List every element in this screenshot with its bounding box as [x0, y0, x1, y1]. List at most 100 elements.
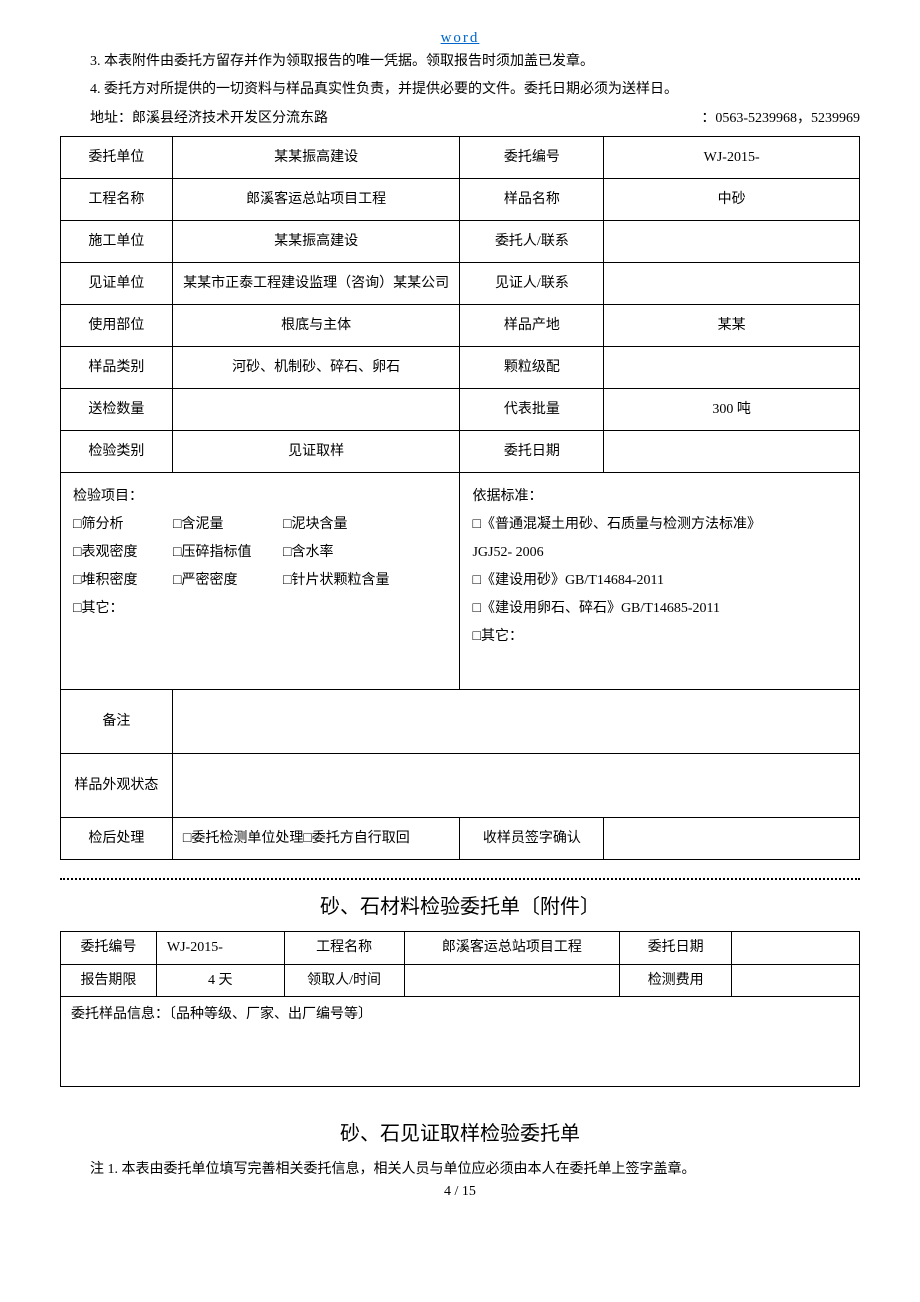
label-cell: 委托单位: [61, 137, 173, 179]
value-cell: [604, 263, 860, 305]
post-value: □委托检测单位处理□委托方自行取回: [172, 818, 460, 860]
appearance-row: 样品外观状态: [61, 754, 860, 818]
check-item: □严密密度: [173, 567, 283, 595]
table-row: 送检数量 代表批量 300 吨: [61, 389, 860, 431]
std-item: □《建设用卵石、碎石》GB/T14685-2011: [472, 595, 847, 623]
value-cell: 郎溪客运总站项目工程: [404, 932, 620, 965]
bottom-note-1: 注 1. 本表由委托单位填写完善相关委托信息，相关人员与单位应必须由本人在委托单…: [60, 1158, 860, 1178]
post-label: 检后处理: [61, 818, 173, 860]
value-cell: WJ-2015-: [604, 137, 860, 179]
label-cell: 样品名称: [460, 179, 604, 221]
label-cell: 送检数量: [61, 389, 173, 431]
check-items-cell: 检验项目： □筛分析 □含泥量 □泥块含量 □表观密度 □压碎指标值 □含水率 …: [61, 473, 460, 690]
label-cell: 样品产地: [460, 305, 604, 347]
sample-info-cell: 委托样品信息：〔品种等级、厂家、出厂编号等〕: [61, 997, 860, 1087]
attachment-title: 砂、石材料检验委托单〔附件〕: [60, 890, 860, 919]
check-item: □堆积密度: [73, 567, 173, 595]
label-cell: 工程名称: [61, 179, 173, 221]
receiver-label: 收样员签字确认: [460, 818, 604, 860]
label-cell: 颗粒级配: [460, 347, 604, 389]
phone-value: 0563-5239968，5239969: [715, 111, 860, 126]
std-item: JGJ52- 2006: [472, 539, 847, 567]
std-item: □《建设用砂》GB/T14684-2011: [472, 567, 847, 595]
table-row: 委托单位 某某振高建设 委托编号 WJ-2015-: [61, 137, 860, 179]
std-item: □其它：: [472, 623, 847, 651]
label-cell: 委托编号: [61, 932, 157, 965]
header-link: word: [60, 30, 860, 47]
check-standards-row: 检验项目： □筛分析 □含泥量 □泥块含量 □表观密度 □压碎指标值 □含水率 …: [61, 473, 860, 690]
appearance-label: 样品外观状态: [61, 754, 173, 818]
attachment-table: 委托编号 WJ-2015- 工程名称 郎溪客运总站项目工程 委托日期 报告期限 …: [60, 931, 860, 1087]
value-cell: 见证取样: [172, 431, 460, 473]
label-cell: 使用部位: [61, 305, 173, 347]
label-cell: 检测费用: [620, 964, 732, 997]
post-row: 检后处理 □委托检测单位处理□委托方自行取回 收样员签字确认: [61, 818, 860, 860]
value-cell: 某某市正泰工程建设监理（咨询）某某公司: [172, 263, 460, 305]
check-item: □泥块含量: [283, 511, 433, 539]
value-cell: 根底与主体: [172, 305, 460, 347]
check-item: □压碎指标值: [173, 539, 283, 567]
table-row: 委托编号 WJ-2015- 工程名称 郎溪客运总站项目工程 委托日期: [61, 932, 860, 965]
tear-line: [60, 878, 860, 880]
value-cell: 某某: [604, 305, 860, 347]
label-cell: 样品类别: [61, 347, 173, 389]
table-row: 见证单位 某某市正泰工程建设监理（咨询）某某公司 见证人/联系: [61, 263, 860, 305]
label-cell: 委托人/联系: [460, 221, 604, 263]
label-cell: 代表批量: [460, 389, 604, 431]
value-cell: [604, 221, 860, 263]
note-4: 4. 委托方对所提供的一切资料与样品真实性负责，并提供必要的文件。委托日期必须为…: [60, 79, 860, 101]
value-cell: 某某振高建设: [172, 221, 460, 263]
label-cell: 检验类别: [61, 431, 173, 473]
check-item: □针片状颗粒含量: [283, 567, 433, 595]
table-row: 工程名称 郎溪客运总站项目工程 样品名称 中砂: [61, 179, 860, 221]
address-row: 地址：郎溪县经济技术开发区分流东路 ：0563-5239968，5239969: [60, 108, 860, 130]
check-item: □其它：: [73, 595, 173, 623]
bottom-title: 砂、石见证取样检验委托单: [60, 1117, 860, 1146]
check-item: □表观密度: [73, 539, 173, 567]
value-cell: [732, 964, 860, 997]
value-cell: 河砂、机制砂、碎石、卵石: [172, 347, 460, 389]
check-item: □含泥量: [173, 511, 283, 539]
page-number: 4 / 15: [60, 1184, 860, 1200]
label-cell: 见证单位: [61, 263, 173, 305]
check-title: 检验项目：: [73, 483, 447, 511]
info-row: 委托样品信息：〔品种等级、厂家、出厂编号等〕: [61, 997, 860, 1087]
value-cell: [732, 932, 860, 965]
label-cell: 领取人/时间: [284, 964, 404, 997]
table-row: 使用部位 根底与主体 样品产地 某某: [61, 305, 860, 347]
value-cell: 4 天: [156, 964, 284, 997]
label-cell: 委托日期: [460, 431, 604, 473]
value-cell: 郎溪客运总站项目工程: [172, 179, 460, 221]
label-cell: 委托日期: [620, 932, 732, 965]
phone-label: ：: [701, 111, 715, 126]
label-cell: 见证人/联系: [460, 263, 604, 305]
receiver-value: [604, 818, 860, 860]
std-title: 依据标准：: [472, 483, 847, 511]
main-form-table: 委托单位 某某振高建设 委托编号 WJ-2015- 工程名称 郎溪客运总站项目工…: [60, 136, 860, 860]
appearance-value: [172, 754, 859, 818]
address-value: 郎溪县经济技术开发区分流东路: [132, 111, 328, 126]
remark-row: 备注: [61, 690, 860, 754]
check-item: □含水率: [283, 539, 433, 567]
table-row: 施工单位 某某振高建设 委托人/联系: [61, 221, 860, 263]
value-cell: WJ-2015-: [156, 932, 284, 965]
table-row: 检验类别 见证取样 委托日期: [61, 431, 860, 473]
value-cell: [404, 964, 620, 997]
table-row: 报告期限 4 天 领取人/时间 检测费用: [61, 964, 860, 997]
value-cell: 300 吨: [604, 389, 860, 431]
value-cell: 中砂: [604, 179, 860, 221]
remark-value: [172, 690, 859, 754]
note-3: 3. 本表附件由委托方留存并作为领取报告的唯一凭据。领取报告时须加盖已发章。: [60, 51, 860, 73]
value-cell: [172, 389, 460, 431]
value-cell: [604, 431, 860, 473]
label-cell: 报告期限: [61, 964, 157, 997]
table-row: 样品类别 河砂、机制砂、碎石、卵石 颗粒级配: [61, 347, 860, 389]
value-cell: 某某振高建设: [172, 137, 460, 179]
check-item: □筛分析: [73, 511, 173, 539]
value-cell: [604, 347, 860, 389]
label-cell: 施工单位: [61, 221, 173, 263]
label-cell: 工程名称: [284, 932, 404, 965]
address-label: 地址：: [90, 111, 132, 126]
std-item: □《普通混凝土用砂、石质量与检测方法标准》: [472, 511, 847, 539]
standards-cell: 依据标准： □《普通混凝土用砂、石质量与检测方法标准》 JGJ52- 2006 …: [460, 473, 860, 690]
